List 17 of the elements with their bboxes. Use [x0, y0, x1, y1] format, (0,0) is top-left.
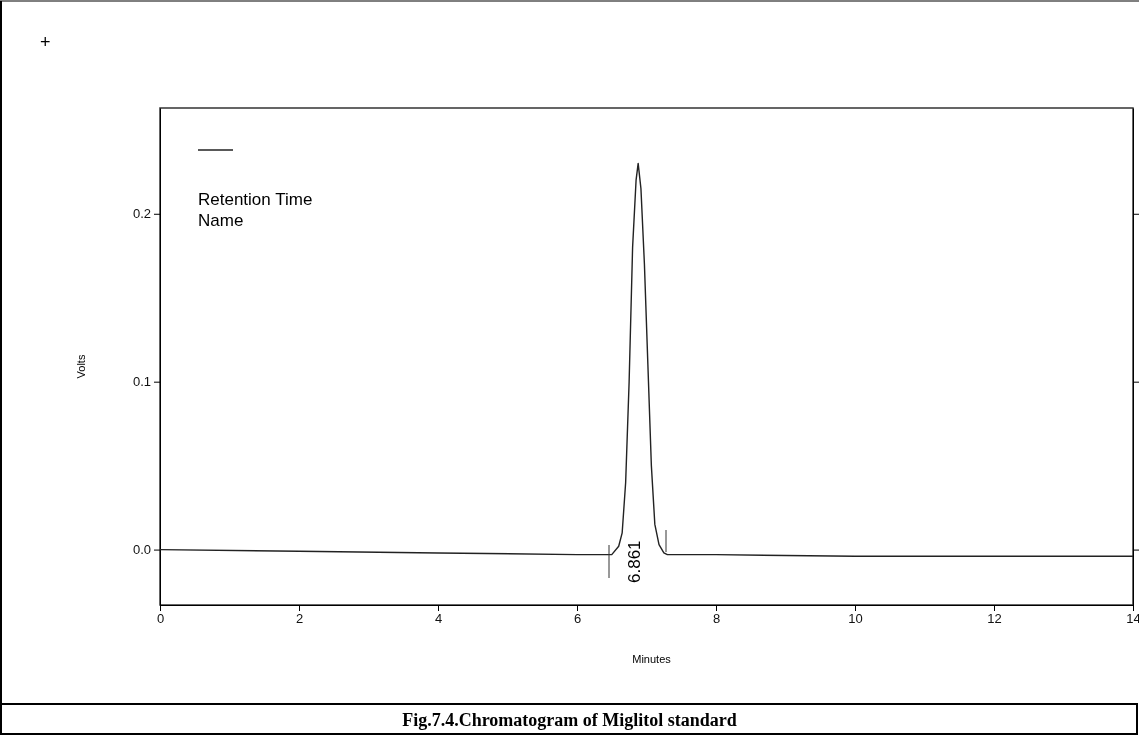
x-tick-label: 6	[573, 611, 582, 627]
x-tick-label: 0	[156, 611, 165, 627]
text: +	[40, 32, 51, 52]
x-tick-label: 8	[712, 611, 721, 627]
annotation: Retention Time	[198, 190, 313, 209]
y-axis-title: Volts	[75, 354, 87, 379]
x-tick-label: 2	[295, 611, 304, 627]
y-tick-label: 0.2	[132, 206, 151, 222]
annotation: Name	[198, 211, 244, 230]
y-tick-label: 0.0	[132, 542, 151, 558]
y-tick-label: 0.1	[132, 374, 151, 390]
x-tick-label: 12	[987, 611, 1002, 627]
text: Fig.7.4.Chromatogram of Miglitol standard	[402, 710, 737, 730]
x-tick-label: 10	[848, 611, 863, 627]
x-axis-title: Minutes	[632, 653, 672, 665]
x-tick-label: 4	[434, 611, 443, 627]
annotation: 6.861	[625, 540, 644, 583]
